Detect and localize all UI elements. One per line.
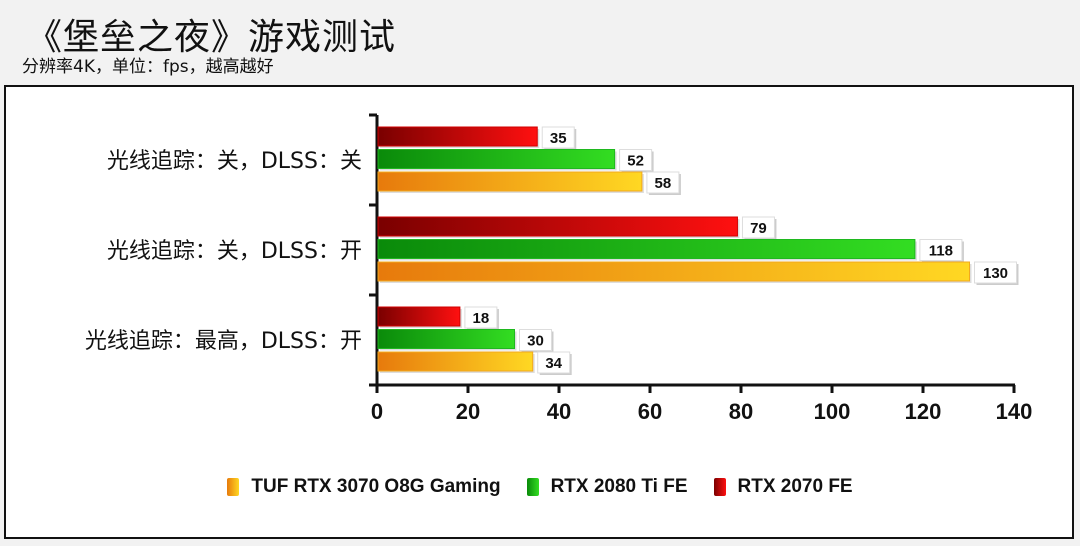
legend-swatch <box>526 478 539 496</box>
legend-label: TUF RTX 3070 O8G Gaming <box>251 476 501 497</box>
x-tick-label: 40 <box>547 399 571 424</box>
data-label: 34 <box>545 355 562 372</box>
data-label-box <box>464 306 498 329</box>
data-label: 30 <box>527 333 544 350</box>
data-label: 130 <box>983 265 1008 282</box>
x-tick-label: 0 <box>371 399 383 424</box>
bar-rtx-2080-ti-fe <box>377 329 515 349</box>
category-label: 光线追踪：关，DLSS：关 <box>107 149 362 174</box>
page-title: 《堡垒之夜》游戏测试 <box>26 17 397 58</box>
data-label: 35 <box>550 130 567 147</box>
data-label-box <box>619 149 653 171</box>
legend-item: RTX 2080 Ti FE <box>526 476 688 498</box>
category-label: 光线追踪：关，DLSS：开 <box>107 239 362 264</box>
page-subtitle: 分辨率4K，单位：fps，越高越好 <box>22 57 274 77</box>
x-tick-label: 20 <box>456 399 480 424</box>
legend-label: RTX 2080 Ti FE <box>550 476 688 497</box>
x-tick-label: 60 <box>638 399 662 424</box>
data-label-box <box>919 239 963 261</box>
bar-rtx-2080-ti-fe <box>377 149 616 169</box>
legend: TUF RTX 3070 O8G Gaming RTX 2080 Ti FE RTX… <box>0 476 1080 498</box>
legend-swatch <box>227 478 240 496</box>
x-tick-label: 100 <box>814 399 851 424</box>
data-label-box <box>541 126 575 149</box>
data-label: 118 <box>929 243 953 260</box>
data-label: 58 <box>655 175 672 192</box>
bar-rtx-2070-fe <box>377 126 538 147</box>
bar-rtx-2070-fe <box>377 306 461 327</box>
data-label-box <box>741 216 775 239</box>
data-label: 79 <box>750 220 767 237</box>
legend-item: TUF RTX 3070 O8G Gaming <box>227 476 501 498</box>
data-label: 52 <box>627 153 644 170</box>
category-label: 光线追踪：最高，DLSS：开 <box>85 329 362 354</box>
x-tick-label: 120 <box>905 399 942 424</box>
data-label: 18 <box>473 310 490 327</box>
legend-swatch <box>713 478 726 496</box>
legend-label: RTX 2070 FE <box>737 476 853 497</box>
bar-tuf-rtx-3070-o8g-gaming <box>377 261 970 282</box>
bar-tuf-rtx-3070-o8g-gaming <box>377 171 643 192</box>
bar-rtx-2080-ti-fe <box>377 239 916 259</box>
data-label-box <box>537 351 571 374</box>
x-tick-label: 80 <box>729 399 753 424</box>
data-label-box <box>974 261 1017 284</box>
bar-rtx-2070-fe <box>377 216 738 237</box>
data-label-box <box>519 329 552 351</box>
data-label-box <box>646 171 680 194</box>
x-tick-label: 140 <box>996 399 1033 424</box>
bar-tuf-rtx-3070-o8g-gaming <box>377 351 534 372</box>
legend-item: RTX 2070 FE <box>713 476 853 498</box>
